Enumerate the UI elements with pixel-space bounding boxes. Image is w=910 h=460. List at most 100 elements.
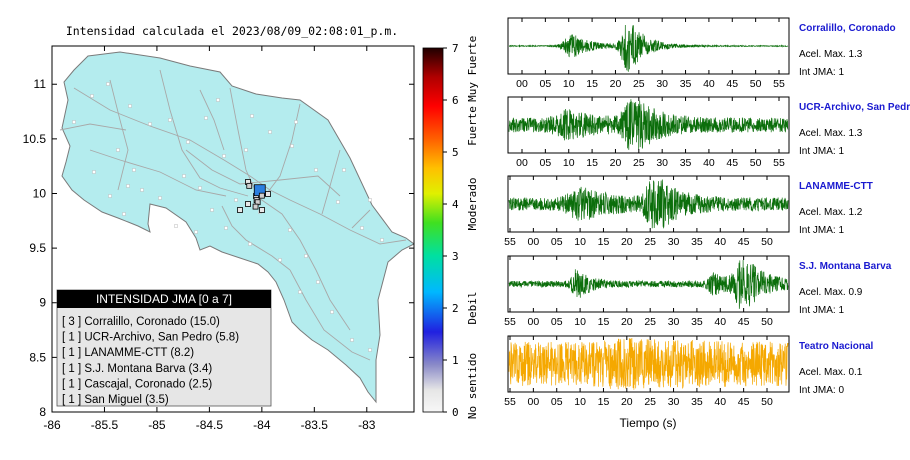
station-name: UCR-Archivo, San Pedro: [799, 102, 910, 113]
colorbar-tick-label: 0: [452, 406, 459, 419]
town-marker: [336, 200, 340, 204]
waveform-tick-label: 45: [726, 78, 738, 90]
waveform-tick-label: 05: [540, 78, 552, 90]
waveform-tick-label: 35: [691, 316, 703, 328]
waveform-tick-label: 05: [551, 236, 563, 248]
waveform-tick-label: 15: [598, 236, 610, 248]
legend-title: INTENSIDAD JMA [0 a 7]: [96, 292, 232, 306]
map-x-tick-label: -83.5: [301, 418, 329, 432]
waveform-tick-label: 40: [714, 316, 726, 328]
town-marker: [288, 228, 292, 232]
station-int-jma: Int JMA: 1: [799, 305, 844, 316]
colorbar-category-label: Fuerte: [466, 106, 479, 146]
map-y-tick-label: 11: [34, 77, 47, 91]
map-x-tick-label: -83: [358, 418, 376, 432]
station-marker: [258, 192, 265, 199]
town-marker: [360, 226, 364, 230]
map-x-tick-label: -85.5: [91, 418, 119, 432]
waveform-tick-label: 35: [691, 396, 703, 408]
town-marker: [204, 116, 208, 120]
station-acel-max: Acel. Max. 1.3: [799, 128, 863, 139]
intensity-colorbar: 0 1 2 3 4 5 6 7 No sentido Debil Moderado Fuerte Mu…: [422, 36, 479, 419]
legend-item: [ 1 ] UCR-Archivo, San Pedro (5.8): [62, 332, 239, 344]
colorbar-tick-label: 7: [452, 42, 459, 55]
waveform-tick-label: 30: [668, 396, 680, 408]
waveform-tick-label: 40: [703, 78, 715, 90]
town-marker: [234, 198, 238, 202]
waveform-tick-label: 20: [621, 236, 633, 248]
map-x-tick-label: -86: [43, 418, 61, 432]
colorbar-tick-label: 5: [452, 146, 459, 159]
waveform-tick-label: 05: [551, 396, 563, 408]
waveform-tick-label: 20: [610, 157, 622, 169]
map-y-tick-label: 8.5: [29, 350, 46, 364]
town-marker: [368, 198, 372, 202]
town-marker: [106, 82, 110, 86]
waveform-tick-label: 00: [528, 396, 540, 408]
station-name: LANAMME-CTT: [799, 181, 873, 192]
station-int-jma: Int JMA: 1: [799, 146, 844, 157]
waveform-tick-label: 20: [621, 316, 633, 328]
town-marker: [268, 130, 272, 134]
waveform-tick-label: 20: [610, 78, 622, 90]
town-marker: [90, 94, 94, 98]
town-marker: [224, 226, 228, 230]
town-marker: [116, 148, 120, 152]
waveform-tick-label: 30: [656, 157, 668, 169]
colorbar-category-label: Moderado: [466, 178, 479, 231]
waveform-tick-label: 45: [738, 236, 750, 248]
intensity-legend: INTENSIDAD JMA [0 a 7] [ 3 ] Corralillo,…: [56, 289, 272, 407]
station-int-jma: Int JMA: 1: [799, 67, 844, 78]
waveform-tick-label: 45: [738, 316, 750, 328]
waveform-tick-label: 25: [644, 236, 656, 248]
waveform-trace: [508, 259, 789, 309]
map-y-tick-label: 9: [39, 296, 46, 310]
map-y-tick-label: 8: [39, 405, 46, 419]
station-int-jma: Int JMA: 1: [799, 225, 844, 236]
station-marker: [245, 201, 251, 207]
town-marker: [278, 258, 282, 262]
town-marker: [92, 170, 96, 174]
costa-rica-land: [61, 51, 414, 404]
station-acel-max: Acel. Max. 0.1: [799, 367, 863, 378]
waveform-trace: [508, 179, 789, 229]
town-marker: [298, 290, 302, 294]
colorbar-tick-label: 2: [452, 302, 459, 315]
legend-item: [ 1 ] S.J. Montana Barva (3.4): [62, 363, 212, 375]
waveform-tick-label: 55: [773, 157, 785, 169]
town-marker: [250, 114, 254, 118]
town-marker: [194, 230, 198, 234]
waveform-tick-label: 00: [528, 236, 540, 248]
colorbar-category-label: No sentido: [466, 353, 479, 419]
station-marker: [237, 207, 243, 213]
waveform-tick-label: 10: [574, 396, 586, 408]
town-marker: [222, 154, 226, 158]
station-acel-max: Acel. Max. 0.9: [799, 287, 863, 298]
waveform-tick-label: 05: [551, 316, 563, 328]
town-marker: [380, 238, 384, 242]
waveform-tick-label: 35: [691, 236, 703, 248]
waveform-tick-label: 00: [516, 157, 528, 169]
station-marker: [252, 203, 259, 210]
waveform-tick-label: 15: [586, 78, 598, 90]
town-marker: [216, 98, 220, 102]
town-marker: [122, 212, 126, 216]
town-marker: [158, 196, 162, 200]
colorbar-category-label: Debil: [466, 291, 479, 324]
colorbar-tick-label: 6: [452, 94, 459, 107]
waveform-tick-label: 25: [633, 78, 645, 90]
station-marker: [259, 207, 265, 213]
map-x-tick-label: -85: [148, 418, 166, 432]
map-y-tick-label: 9.5: [29, 241, 46, 255]
station-name: Corralillo, Coronado: [799, 23, 896, 34]
town-marker: [330, 310, 334, 314]
town-marker: [140, 188, 144, 192]
waveform-tick-label: 30: [668, 236, 680, 248]
map-y-axis: 8 8.5 9 9.5 10 10.5 11: [23, 77, 414, 419]
waveform-tick-label: 00: [516, 78, 528, 90]
waveform-tick-label: 50: [761, 316, 773, 328]
town-marker: [290, 144, 294, 148]
station-marker: [246, 182, 253, 189]
waveform-panel: 55 00 05 10 15 20 25 30 35 40 45 50 LANAMME-CTT Acel.…: [504, 175, 873, 248]
waveform-tick-label: 15: [598, 316, 610, 328]
